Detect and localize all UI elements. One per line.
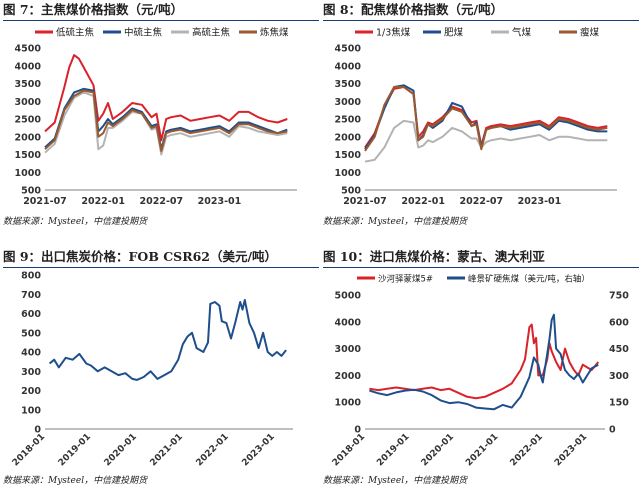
x-tick-label: 2023-01	[553, 432, 589, 468]
chart-title: 图 9：出口焦炭价格：FOB CSR62（美元/吨）	[3, 247, 319, 268]
x-tick-label: 2023-01	[518, 196, 562, 207]
x-tick-label: 2022-01	[195, 432, 231, 468]
x-tick-label: 2021-07	[23, 196, 67, 207]
y-tick-label: 400	[21, 348, 41, 359]
x-tick-label: 2023-01	[198, 196, 242, 207]
y-tick-label: 2500	[15, 115, 42, 126]
y-tick-label: 3000	[335, 344, 362, 355]
x-tick-label: 2021-01	[149, 432, 185, 468]
legend-label: 沙河驿蒙煤5#	[378, 274, 433, 285]
chart-fig7-coking-coal-index: 500 1000 1500 2000 2500 3000 3500 4000 4500 2021-…	[15, 27, 297, 207]
legend-label: 炼焦煤	[260, 27, 289, 39]
y-tick-label: 500	[21, 328, 41, 339]
y-tick-label: 700	[21, 290, 41, 301]
chart-source: 数据来源：Mysteel，中信建投期货	[3, 476, 148, 486]
y-tick-label: 4000	[335, 317, 362, 328]
y-tick-label: 3500	[15, 79, 42, 90]
y-tick-label: 2000	[335, 132, 362, 143]
chart-title: 图 8：配焦煤价格指数（元/吨）	[323, 0, 639, 21]
y-tick-label: 1000	[335, 398, 362, 409]
y-tick-label: 5000	[335, 291, 362, 302]
series-line-炼焦煤	[44, 89, 288, 152]
x-tick-label: 2023-01	[240, 432, 276, 468]
x-tick-label: 2020-01	[103, 432, 139, 468]
y-tick-label: 800	[21, 271, 41, 282]
y-tick-label: 600	[21, 309, 41, 320]
y-tick-label: 1500	[15, 150, 42, 161]
y-tick-label: 0	[34, 425, 41, 436]
chart-fig10-import-coal-price: 0 1000 2000 3000 4000 5000 0 150 300 450 600 750 201…	[331, 274, 629, 469]
y-tick-label: 500	[21, 186, 41, 197]
series-line-瘦煤	[364, 86, 608, 152]
series-line-低硫主焦	[44, 54, 288, 142]
x-tick-label: 2019-01	[375, 432, 411, 468]
y-tick-label-right: 150	[609, 398, 629, 409]
legend-label: 中硫主焦	[124, 27, 163, 39]
y-tick-label: 3000	[335, 97, 362, 108]
series-line-沙河驿蒙煤5#	[369, 323, 600, 400]
y-tick-label: 1500	[335, 150, 362, 161]
y-tick-label: 200	[21, 386, 41, 397]
y-tick-label: 4000	[335, 61, 362, 72]
legend-label: 1/3焦煤	[376, 27, 411, 39]
legend-label: 低硫主焦	[56, 27, 95, 39]
legend-label: 气煤	[512, 27, 532, 39]
y-tick-label: 300	[21, 367, 41, 378]
y-tick-label: 0	[354, 425, 361, 436]
chart-source: 数据来源：Mysteel，中信建投期货	[323, 476, 468, 486]
series-line-气煤	[364, 119, 608, 163]
x-tick-label: 2021-01	[464, 432, 500, 468]
chart-fig8-blending-coal-index: 500 1000 1500 2000 2500 3000 3500 4000 4500 2021-…	[335, 27, 617, 207]
y-tick-label: 3000	[15, 97, 42, 108]
x-tick-label: 2022-07	[460, 196, 504, 207]
x-tick-label: 2022-01	[401, 196, 445, 207]
y-tick-label: 3500	[335, 79, 362, 90]
y-tick-label: 4500	[335, 44, 362, 55]
y-tick-label: 1000	[15, 168, 42, 179]
x-tick-label: 2018-01	[11, 432, 47, 468]
x-tick-label: 2021-07	[343, 196, 387, 207]
y-tick-label: 4000	[15, 61, 42, 72]
series-line-肥煤	[364, 84, 608, 150]
legend-label: 峰景矿硬焦煤（美元/吨，右轴）	[468, 274, 590, 285]
x-tick-label: 2022-01	[81, 196, 125, 207]
x-tick-label: 2022-01	[509, 432, 545, 468]
y-tick-label-right: 600	[609, 317, 629, 328]
y-tick-label: 1000	[335, 168, 362, 179]
y-tick-label: 2000	[335, 371, 362, 382]
y-tick-label: 100	[21, 405, 41, 416]
chart-fig9-export-coke-price: 0 100 200 300 400 500 600 700 800 2018-01 2019-01 2…	[11, 271, 293, 468]
x-tick-label: 2020-01	[420, 432, 456, 468]
y-tick-label-right: 0	[609, 425, 616, 436]
legend-label: 瘦煤	[580, 27, 600, 39]
y-tick-label-right: 300	[609, 371, 629, 382]
legend-label: 高硫主焦	[192, 27, 231, 39]
x-tick-label: 2018-01	[331, 432, 367, 468]
chart-source: 数据来源：Mysteel，中信建投期货	[323, 217, 468, 227]
legend-label: 肥煤	[444, 27, 464, 39]
chart-source: 数据来源：Mysteel，中信建投期货	[3, 217, 148, 227]
y-tick-label: 2500	[335, 115, 362, 126]
y-tick-label: 4500	[15, 44, 42, 55]
x-tick-label: 2019-01	[57, 432, 93, 468]
y-tick-label: 2000	[15, 132, 42, 143]
series-line-price	[48, 299, 287, 381]
chart-title: 图 10：进口焦煤价格：蒙古、澳大利亚	[323, 247, 639, 268]
chart-title: 图 7：主焦煤价格指数（元/吨）	[3, 0, 319, 21]
series-line-峰景矿硬焦煤（美元/吨，右轴）	[369, 313, 599, 411]
x-tick-label: 2022-07	[140, 196, 184, 207]
y-tick-label-right: 750	[609, 291, 629, 302]
y-tick-label: 500	[341, 186, 361, 197]
y-tick-label-right: 450	[609, 344, 629, 355]
series-line-1/3焦煤	[364, 86, 608, 148]
